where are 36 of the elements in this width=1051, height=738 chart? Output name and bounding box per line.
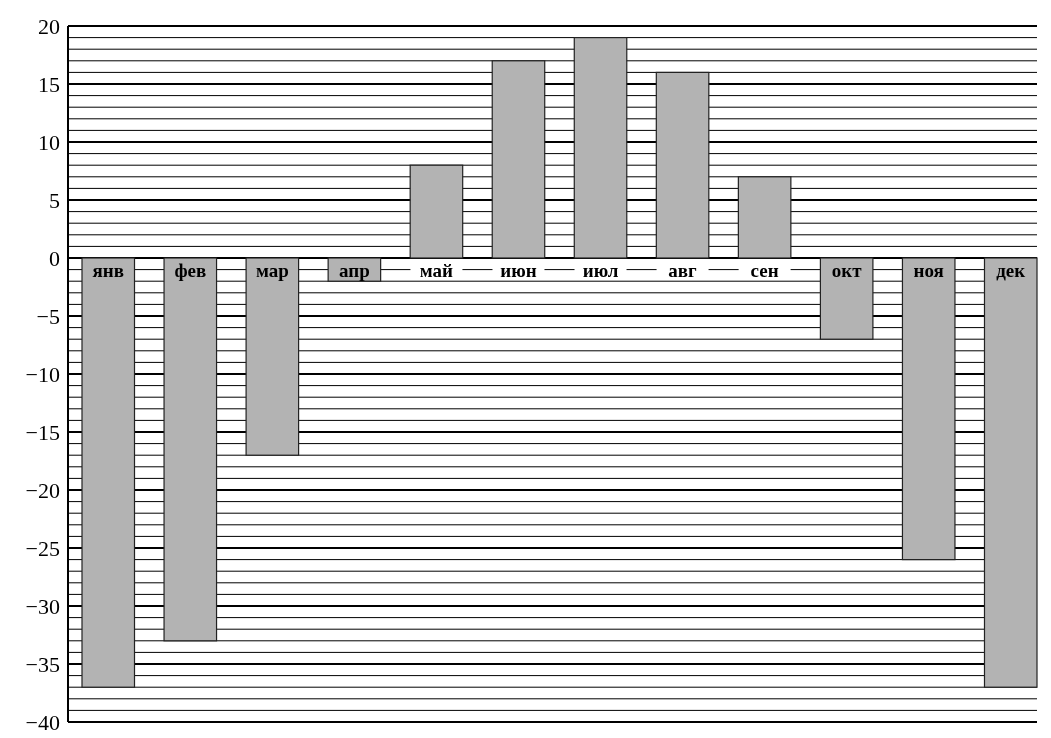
x-tick-label: янв: [92, 259, 124, 281]
x-tick-label: апр: [339, 259, 370, 281]
y-tick-label: −20: [25, 477, 60, 503]
y-tick-label: −10: [25, 361, 60, 387]
bar: [163, 257, 218, 642]
y-tick-label: 5: [49, 187, 60, 213]
bar: [901, 257, 956, 561]
y-tick-label: −15: [25, 419, 60, 445]
bar: [983, 257, 1038, 688]
bar: [655, 71, 710, 259]
y-tick-label: −30: [25, 593, 60, 619]
bar: [737, 176, 792, 259]
y-tick-label: 0: [49, 245, 60, 271]
x-tick-label: дек: [996, 259, 1026, 281]
y-tick-label: 10: [38, 129, 60, 155]
x-tick-label: сен: [750, 259, 779, 281]
x-tick-label: окт: [831, 259, 863, 281]
x-tick-label: май: [419, 259, 454, 281]
y-tick-label: −5: [36, 303, 60, 329]
x-tick-label: ноя: [913, 259, 944, 281]
x-tick-label: июн: [500, 259, 537, 281]
x-tick-label: авг: [668, 259, 698, 281]
x-tick-label: мар: [255, 259, 289, 281]
bar: [819, 257, 874, 340]
y-tick-label: 15: [38, 71, 60, 97]
bar: [491, 60, 546, 259]
bar: [245, 257, 300, 456]
y-tick-label: −25: [25, 535, 60, 561]
y-tick-label: 20: [38, 13, 60, 39]
y-tick-label: −35: [25, 651, 60, 677]
bar: [573, 37, 628, 259]
x-tick-label: фев: [174, 259, 207, 281]
x-tick-label: июл: [582, 259, 619, 281]
y-tick-label: −40: [25, 709, 60, 735]
bar: [409, 164, 464, 259]
bar: [81, 257, 136, 688]
